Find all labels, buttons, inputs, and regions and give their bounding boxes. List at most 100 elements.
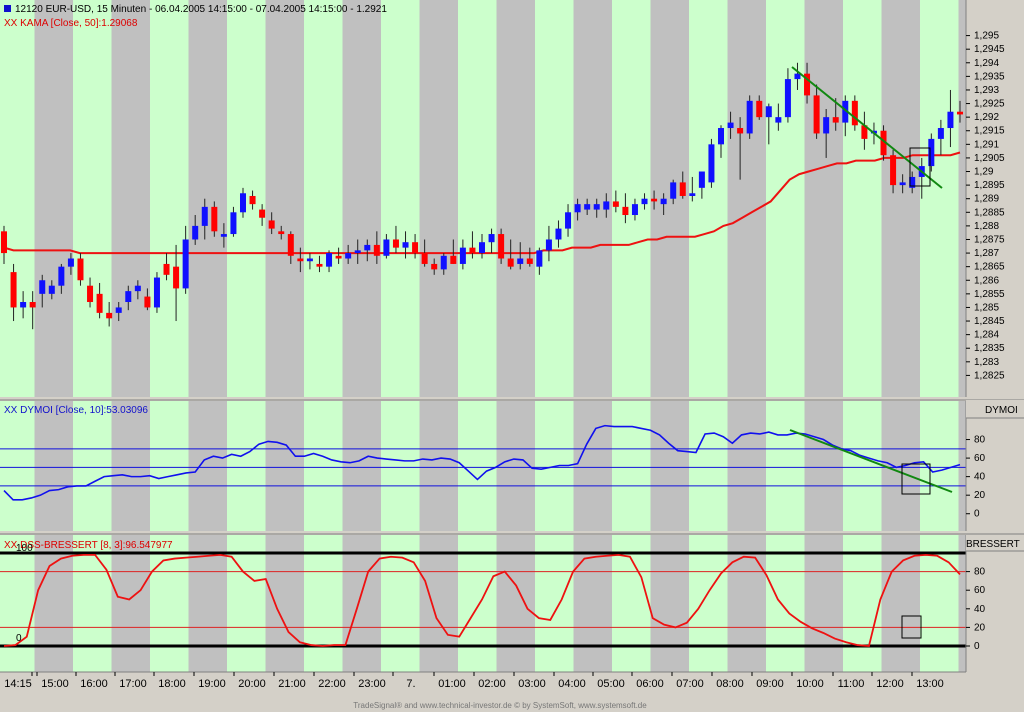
bressert-tick-label: 20: [974, 622, 986, 633]
time-tick-label: 10:00: [796, 678, 824, 690]
price-tick-label: 1,293: [974, 85, 999, 96]
candle-body: [775, 117, 782, 123]
dymoi-level-lines: [0, 448, 966, 487]
price-tick-label: 1,288: [974, 221, 999, 232]
candle-body: [517, 258, 524, 264]
bressert-level-0-label: 0: [16, 633, 22, 644]
time-band: [881, 0, 920, 397]
time-band: [342, 535, 381, 672]
time-band: [150, 401, 189, 531]
candle-body: [421, 253, 428, 264]
candle-body: [937, 128, 944, 139]
candle-body: [306, 258, 313, 262]
dymoi-axis: 80 60 40 20 0: [966, 435, 986, 520]
bressert-path: [3, 553, 961, 647]
time-band: [34, 535, 73, 672]
dymoi-trendline: [789, 429, 953, 493]
dymoi-highlight-box: [901, 463, 931, 495]
price-axis: 1,295 1,2945 1,294 1,2935 1,293 1,2925 1,292 1,…: [966, 31, 1005, 381]
time-band: [920, 0, 959, 397]
candle-body: [106, 312, 113, 319]
bressert-tick-label: 80: [974, 567, 986, 578]
time-band: [265, 401, 304, 531]
time-band: [458, 0, 497, 397]
candle-body: [125, 291, 132, 303]
time-band: [458, 401, 497, 531]
candle-body: [804, 73, 811, 96]
price-tick-label: 1,287: [974, 248, 999, 259]
candle-body: [459, 247, 466, 264]
time-band: [188, 535, 227, 672]
price-highlight-box: [909, 147, 931, 187]
candle-body: [144, 296, 151, 308]
price-tick-label: 1,2855: [974, 289, 1005, 300]
time-band: [0, 0, 39, 397]
time-band: [111, 401, 150, 531]
candle-body: [316, 263, 323, 267]
candle-body: [899, 182, 906, 186]
dymoi-tick-label: 0: [974, 509, 980, 520]
dymoi-panel[interactable]: [0, 424, 966, 501]
candle-body: [249, 195, 256, 205]
dymoi-tick-label: 80: [974, 435, 986, 446]
dymoi-axis-title: DYMOI: [985, 405, 1018, 416]
candle-body: [794, 73, 801, 80]
candle-body: [565, 212, 572, 229]
time-band: [342, 401, 381, 531]
time-band: [381, 535, 420, 672]
candle-body: [689, 193, 696, 196]
candle-body: [545, 239, 552, 251]
candle-body: [698, 171, 705, 188]
candle-body: [20, 302, 27, 308]
time-tick-label: 04:00: [558, 678, 586, 690]
candle-body: [392, 239, 399, 248]
dymoi-legend: XX DYMOI [Close, 10]:53.03096: [4, 405, 148, 416]
candle-body: [584, 204, 591, 210]
price-tick-label: 1,285: [974, 302, 999, 313]
price-panel[interactable]: [1, 62, 963, 330]
candle-body: [679, 182, 686, 196]
candle-body: [287, 234, 294, 256]
time-band: [265, 535, 304, 672]
time-band: [227, 401, 266, 531]
candle-body: [1, 231, 7, 254]
candle-body: [364, 244, 371, 251]
candle-body: [469, 247, 476, 254]
dymoi-tick-label: 60: [974, 453, 986, 464]
time-band: [73, 401, 112, 531]
candle-body: [29, 302, 36, 308]
candle-body: [890, 155, 897, 186]
candle-body: [87, 285, 94, 303]
price-tick-label: 1,291: [974, 139, 999, 150]
candle-body: [440, 255, 447, 270]
candle-body: [412, 242, 419, 254]
time-band: [34, 401, 73, 531]
candle-body: [851, 100, 858, 126]
time-band: [958, 535, 966, 672]
price-tick-label: 1,289: [974, 194, 999, 205]
candle-body: [507, 258, 514, 267]
candle-body: [756, 100, 763, 118]
kama-legend: XX KAMA [Close, 50]:1.29068: [4, 18, 138, 29]
candle-body: [10, 272, 17, 308]
candle-body: [39, 280, 46, 294]
bressert-panel[interactable]: [0, 551, 966, 648]
time-band: [188, 0, 227, 397]
time-axis: 14:15 15:00 16:00 17:00 18:00 19:00 20:00 21:00…: [4, 672, 944, 690]
candle-body: [536, 250, 543, 267]
candle-body: [832, 117, 839, 123]
time-band: [227, 535, 266, 672]
time-band: [227, 0, 266, 397]
time-band: [535, 0, 574, 397]
time-band: [804, 401, 843, 531]
bressert-tick-label: 60: [974, 585, 986, 596]
time-band: [650, 401, 689, 531]
candle-body: [230, 212, 237, 235]
price-tick-label: 1,294: [974, 58, 999, 69]
time-band: [0, 401, 39, 531]
candle-body: [823, 117, 830, 134]
time-band: [381, 0, 420, 397]
time-bands: [0, 0, 966, 672]
candle-body: [574, 204, 581, 213]
